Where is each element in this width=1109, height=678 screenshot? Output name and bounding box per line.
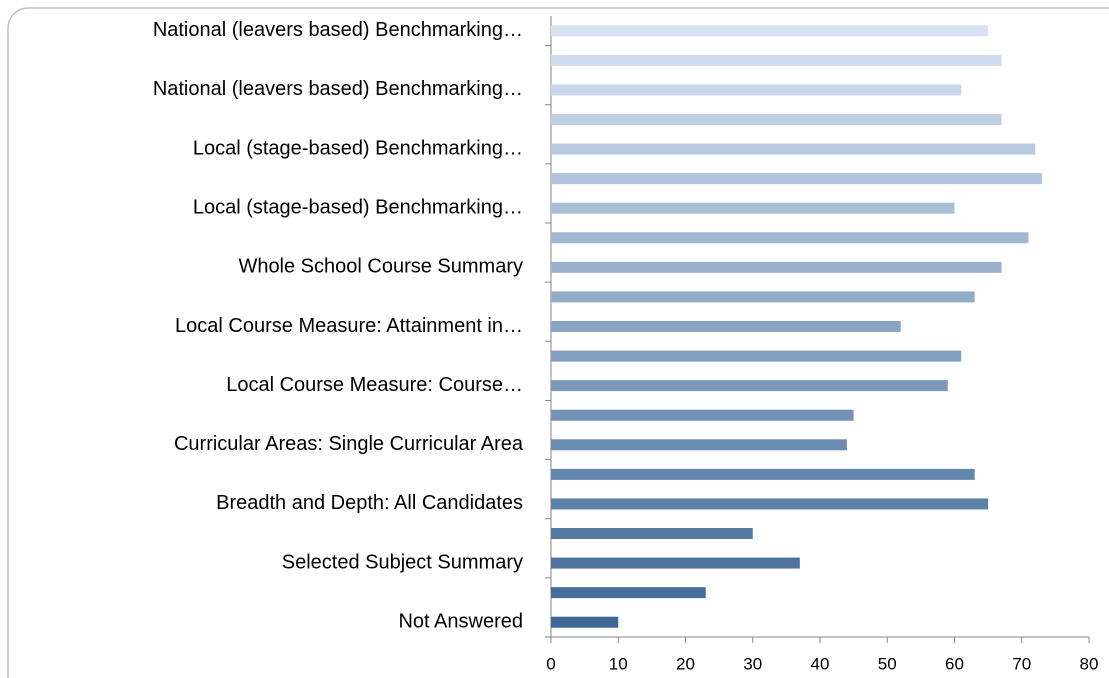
x-tick-label: 80 [1080,654,1099,673]
bar [551,380,948,392]
bar [551,439,847,451]
bar [551,261,1002,273]
bar [551,54,1002,66]
bar [551,587,706,599]
bar [551,350,962,362]
bar [551,232,1029,244]
y-tick-label: Local (stage-based) Benchmarking… [193,196,523,218]
bar [551,557,800,569]
chart-frame [7,7,1109,678]
y-tick-label: Breadth and Depth: All Candidates [216,492,523,514]
bar [551,173,1042,185]
bar [551,498,989,510]
x-tick-label: 70 [1012,654,1031,673]
bar [551,616,619,628]
bar [551,143,1036,155]
y-tick-label: Curricular Areas: Single Curricular Area [174,433,524,455]
y-tick-label: Local Course Measure: Course… [226,374,523,396]
x-tick-label: 20 [676,654,695,673]
bar [551,291,975,303]
bar [551,25,989,37]
y-tick-label: Selected Subject Summary [282,551,523,573]
x-tick-label: 0 [546,654,555,673]
bar [551,202,955,214]
y-tick-label: Local Course Measure: Attainment in… [175,315,523,337]
x-tick-label: 40 [811,654,830,673]
bar [551,114,1002,125]
x-tick-label: 60 [945,654,964,673]
x-tick-label: 10 [609,654,628,673]
y-tick-label: Whole School Course Summary [238,256,523,278]
bar [551,528,753,539]
x-tick-label: 30 [743,654,762,673]
bar [551,84,962,96]
y-tick-label: Local (stage-based) Benchmarking… [193,137,523,159]
x-tick-label: 50 [878,654,897,673]
y-tick-label: National (leavers based) Benchmarking… [153,78,523,100]
y-tick-label: National (leavers based) Benchmarking… [153,19,523,41]
bar [551,409,854,421]
y-tick-label: Not Answered [398,610,523,632]
bar [551,321,901,332]
bar [551,468,975,480]
